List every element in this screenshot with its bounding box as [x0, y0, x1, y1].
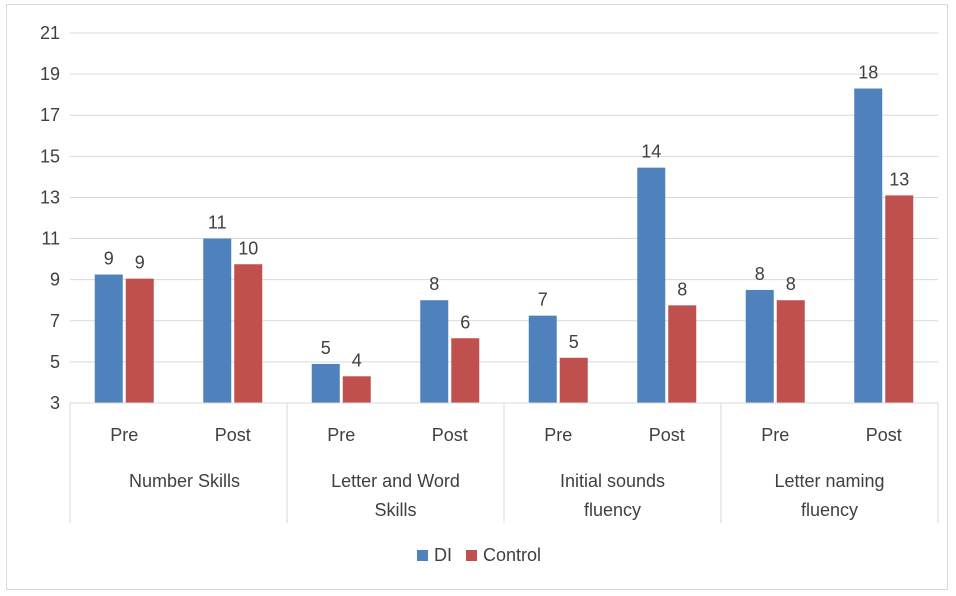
bar-control-0 — [125, 278, 154, 403]
bar-control-4 — [559, 357, 588, 403]
data-label: 8 — [786, 274, 796, 294]
data-label: 11 — [208, 213, 227, 233]
group-label: Skills — [374, 500, 416, 520]
y-tick-label: 7 — [50, 311, 60, 331]
y-tick-label: 19 — [40, 64, 60, 84]
x-tick-label: Pre — [761, 425, 789, 445]
data-label: 5 — [321, 338, 331, 358]
legend-label: Control — [483, 545, 541, 565]
bar-di-3 — [420, 300, 449, 403]
group-label: Letter naming — [774, 471, 884, 491]
y-tick-label: 21 — [40, 23, 60, 43]
data-label: 13 — [889, 169, 909, 189]
x-tick-label: Post — [649, 425, 685, 445]
y-tick-label: 3 — [50, 393, 60, 413]
data-label: 9 — [135, 253, 145, 273]
data-label: 6 — [460, 312, 470, 332]
y-tick-label: 15 — [40, 146, 60, 166]
bar-di-6 — [745, 289, 774, 403]
x-tick-label: Post — [866, 425, 902, 445]
y-tick-label: 9 — [50, 270, 60, 290]
data-label: 9 — [104, 249, 114, 269]
data-label: 4 — [352, 350, 362, 370]
chart-frame — [6, 4, 948, 590]
bar-control-3 — [451, 338, 480, 403]
data-label: 18 — [858, 63, 878, 83]
x-tick-label: Post — [432, 425, 468, 445]
bar-di-1 — [203, 238, 232, 403]
bar-di-5 — [637, 167, 666, 403]
y-tick-label: 11 — [41, 229, 60, 249]
group-label: Number Skills — [129, 471, 240, 491]
group-label: fluency — [584, 500, 641, 520]
legend-swatch-control — [466, 550, 477, 561]
legend-swatch-di — [417, 550, 428, 561]
bar-control-6 — [776, 300, 805, 403]
bar-control-1 — [234, 264, 263, 403]
y-tick-label: 5 — [50, 352, 60, 372]
x-tick-label: Post — [215, 425, 251, 445]
bar-di-2 — [311, 363, 340, 403]
data-label: 8 — [677, 279, 687, 299]
bar-control-7 — [885, 195, 914, 403]
bar-di-4 — [528, 315, 557, 403]
group-label: Letter and Word — [331, 471, 460, 491]
data-label: 14 — [641, 142, 661, 162]
x-tick-label: Pre — [327, 425, 355, 445]
bar-control-5 — [668, 305, 697, 403]
data-label: 5 — [569, 332, 579, 352]
bar-di-0 — [94, 274, 123, 403]
y-tick-label: 17 — [40, 105, 60, 125]
group-label: Initial sounds — [560, 471, 665, 491]
group-label: fluency — [801, 500, 858, 520]
data-label: 8 — [429, 274, 439, 294]
legend-label: DI — [434, 545, 452, 565]
y-tick-label: 13 — [40, 187, 60, 207]
bar-control-2 — [342, 376, 371, 403]
x-tick-label: Pre — [110, 425, 138, 445]
x-tick-label: Pre — [544, 425, 572, 445]
data-label: 8 — [755, 264, 765, 284]
data-label: 10 — [238, 238, 258, 258]
bar-di-7 — [854, 88, 883, 403]
data-label: 7 — [538, 290, 548, 310]
